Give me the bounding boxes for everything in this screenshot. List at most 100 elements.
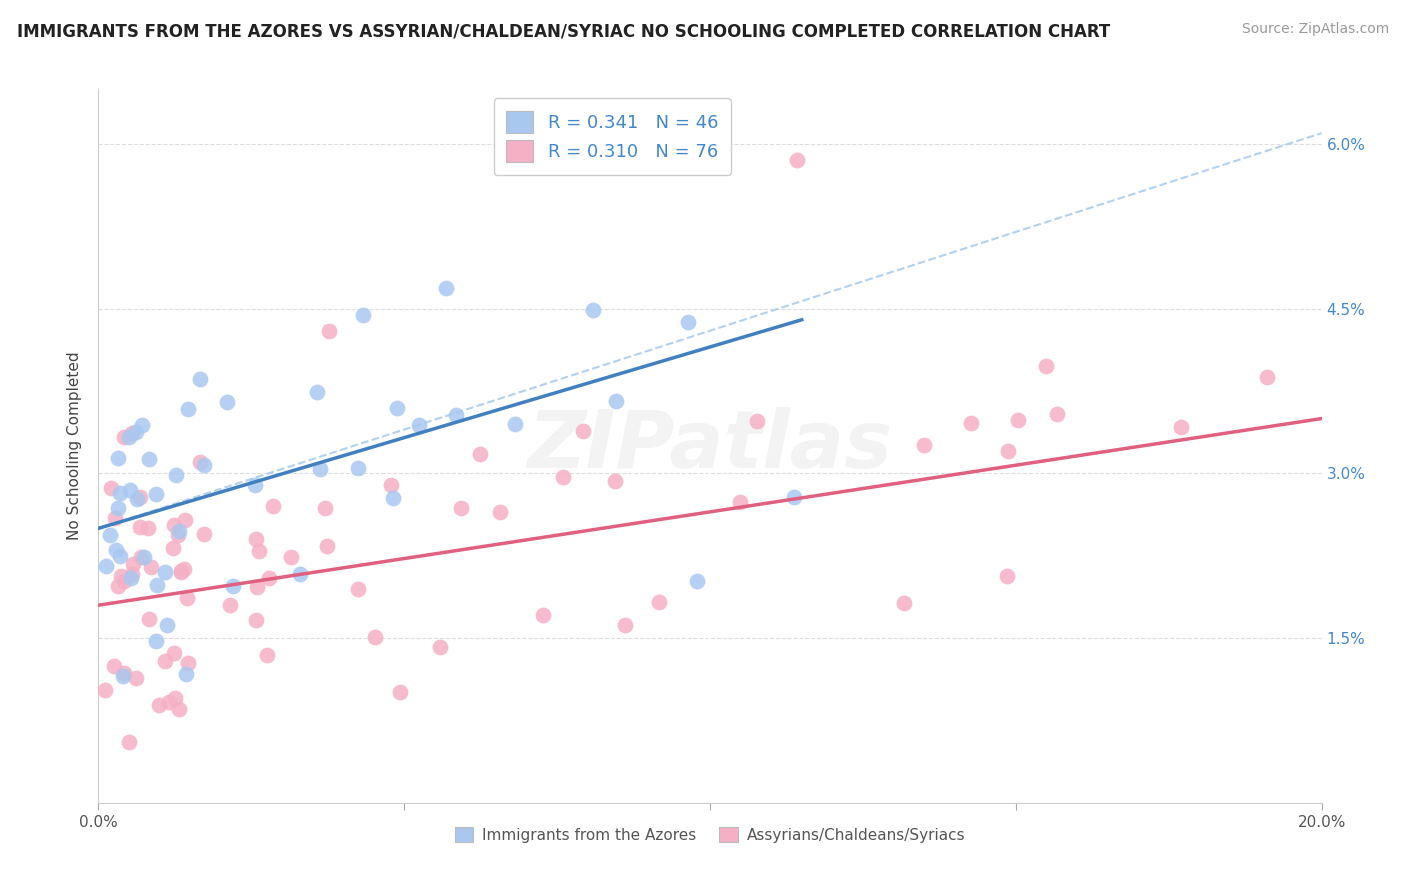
Point (314, 500, 336, 515)
Point (728, 495, 751, 509)
Point (782, 490, 804, 504)
Point (893, 596, 915, 610)
Point (603, 475, 626, 489)
Point (124, 671, 146, 685)
Point (551, 470, 574, 484)
Point (118, 483, 141, 497)
Point (257, 571, 280, 585)
Point (786, 153, 808, 168)
Point (305, 385, 328, 400)
Point (245, 478, 267, 492)
Point (107, 579, 129, 593)
Point (380, 478, 402, 492)
Point (246, 581, 269, 595)
Point (145, 634, 167, 648)
Point (960, 416, 983, 430)
Point (167, 702, 190, 716)
Point (128, 520, 150, 534)
Point (165, 468, 187, 483)
Point (318, 324, 340, 338)
Point (648, 595, 671, 609)
Point (122, 557, 145, 571)
Point (408, 418, 430, 433)
Point (156, 617, 179, 632)
Point (605, 394, 627, 409)
Point (382, 491, 405, 505)
Point (112, 666, 135, 681)
Point (468, 448, 491, 462)
Point (256, 648, 278, 662)
Point (98, 528, 121, 542)
Point (162, 541, 184, 555)
Point (997, 444, 1019, 458)
Point (352, 308, 374, 322)
Point (125, 491, 148, 506)
Point (103, 658, 125, 673)
Text: Source: ZipAtlas.com: Source: ZipAtlas.com (1241, 22, 1389, 37)
Point (170, 565, 193, 579)
Point (249, 543, 271, 558)
Point (347, 460, 370, 475)
Point (747, 414, 769, 428)
Point (148, 698, 170, 712)
Point (132, 549, 155, 564)
Point (489, 505, 512, 519)
Point (531, 607, 554, 622)
Point (503, 417, 526, 431)
Point (121, 567, 143, 582)
Point (446, 408, 468, 422)
Point (1046, 407, 1069, 421)
Point (112, 574, 135, 589)
Legend: Immigrants from the Azores, Assyrians/Chaldeans/Syriacs: Immigrants from the Azores, Assyrians/Ch… (449, 821, 972, 848)
Point (193, 527, 215, 541)
Point (385, 401, 408, 415)
Point (316, 539, 339, 553)
Point (290, 566, 312, 581)
Point (121, 426, 143, 441)
Point (614, 618, 637, 632)
Point (1256, 369, 1278, 384)
Point (111, 669, 134, 683)
Point (120, 571, 142, 585)
Point (572, 425, 595, 439)
Point (129, 550, 152, 565)
Point (163, 691, 186, 706)
Point (94, 682, 117, 697)
Y-axis label: No Schooling Completed: No Schooling Completed (67, 351, 83, 541)
Point (434, 281, 457, 295)
Point (429, 640, 451, 654)
Point (107, 450, 129, 465)
Point (309, 462, 332, 476)
Point (136, 521, 159, 535)
Point (347, 582, 370, 596)
Point (245, 532, 267, 546)
Point (110, 568, 132, 582)
Point (174, 667, 197, 681)
Point (215, 395, 238, 409)
Point (153, 565, 176, 579)
Point (104, 511, 127, 525)
Point (96, 559, 118, 574)
Point (245, 614, 267, 628)
Point (125, 425, 148, 439)
Point (105, 543, 128, 558)
Point (107, 500, 129, 515)
Text: IMMIGRANTS FROM THE AZORES VS ASSYRIAN/CHALDEAN/SYRIAC NO SCHOOLING COMPLETED CO: IMMIGRANTS FROM THE AZORES VS ASSYRIAN/C… (17, 22, 1111, 40)
Point (131, 417, 153, 432)
Point (686, 574, 709, 588)
Point (280, 549, 302, 564)
Point (219, 598, 242, 612)
Point (176, 591, 198, 606)
Point (138, 452, 160, 467)
Point (170, 564, 193, 578)
Point (1035, 359, 1057, 373)
Point (262, 499, 284, 513)
Text: ZIPatlas: ZIPatlas (527, 407, 893, 485)
Point (129, 490, 152, 504)
Point (100, 482, 122, 496)
Point (1170, 419, 1192, 434)
Point (163, 647, 186, 661)
Point (188, 372, 211, 386)
Point (177, 657, 200, 671)
Point (1007, 412, 1029, 426)
